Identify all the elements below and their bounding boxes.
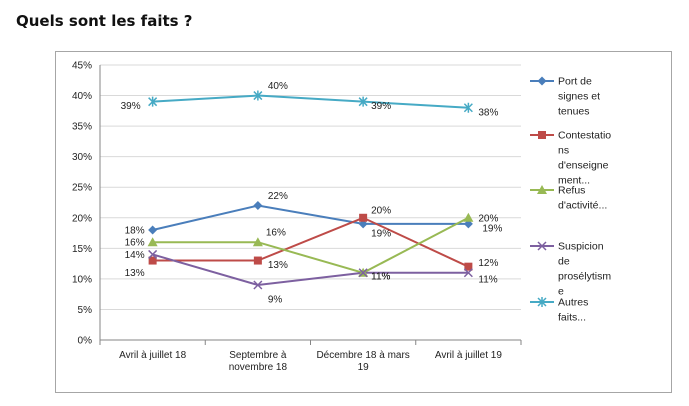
data-point <box>148 96 158 107</box>
y-tick-label: 35% <box>72 122 92 133</box>
y-tick-label: 10% <box>72 274 92 285</box>
series-line <box>152 204 469 231</box>
data-label: 13% <box>268 260 288 271</box>
legend-label: d'activité... <box>558 200 607 212</box>
data-point <box>463 212 474 222</box>
legend-label: e <box>558 286 564 298</box>
y-tick-label: 0% <box>78 336 93 347</box>
legend-label: ns <box>558 145 569 157</box>
legend-label: de <box>558 256 570 268</box>
legend-label: Refus <box>558 185 585 197</box>
data-label: 38% <box>478 107 498 118</box>
page-title: Quels sont les faits ? <box>16 12 193 30</box>
legend-label: d'enseigne <box>558 160 609 172</box>
data-label: 39% <box>121 101 141 112</box>
data-point <box>463 102 473 113</box>
y-tick-label: 45% <box>72 61 92 72</box>
legend-label: prosélytism <box>558 271 611 283</box>
y-tick-label: 25% <box>72 183 92 194</box>
legend-marker <box>538 131 546 139</box>
data-label: 11% <box>371 271 390 282</box>
data-label: 18% <box>125 226 145 237</box>
x-tick-label: Avril à juillet 18 <box>119 350 187 361</box>
data-label: 11% <box>478 274 497 285</box>
series-line <box>152 94 469 109</box>
data-label: 16% <box>266 228 286 239</box>
legend-marker <box>537 185 547 194</box>
data-point <box>359 213 368 222</box>
data-point <box>148 256 157 265</box>
legend-label: Contestatio <box>558 130 611 142</box>
legend-label: ment... <box>558 175 590 187</box>
y-tick-label: 5% <box>78 305 93 316</box>
data-label: 19% <box>371 228 391 239</box>
data-point <box>252 237 263 247</box>
data-label: 19% <box>482 223 502 234</box>
x-tick-label: Avril à juillet 19 <box>435 350 503 361</box>
x-tick-label: Décembre 18 à mars <box>316 350 409 361</box>
data-point <box>253 280 263 290</box>
data-point <box>148 249 158 259</box>
data-label: 20% <box>478 213 498 224</box>
legend-marker <box>537 241 547 251</box>
legend-label: Suspicion <box>558 241 604 253</box>
data-point <box>464 262 473 271</box>
data-label: 16% <box>125 238 145 249</box>
legend-label: signes et <box>558 91 600 103</box>
x-tick-label: novembre 18 <box>229 362 288 373</box>
data-label: 12% <box>478 258 498 269</box>
data-label: 40% <box>268 81 288 92</box>
legend-marker <box>537 297 547 307</box>
y-tick-label: 30% <box>72 152 92 163</box>
x-tick-label: Septembre à <box>229 350 287 361</box>
legend-label: Port de <box>558 76 592 88</box>
data-label: 14% <box>125 250 145 261</box>
data-label: 39% <box>371 101 391 112</box>
legend-label: Autres <box>558 297 588 309</box>
y-tick-label: 20% <box>72 213 92 224</box>
data-label: 9% <box>268 295 283 306</box>
data-point <box>358 96 368 107</box>
series-line <box>152 216 469 274</box>
series-line <box>152 216 469 268</box>
legend-label: faits... <box>558 312 586 324</box>
data-point <box>463 268 473 278</box>
data-point <box>253 201 263 211</box>
data-label: 20% <box>371 205 391 216</box>
y-tick-label: 40% <box>72 91 92 102</box>
data-label: 22% <box>268 191 288 202</box>
data-point <box>253 90 263 101</box>
data-label: 13% <box>125 268 145 279</box>
data-label: 11% <box>371 271 390 282</box>
series-line <box>152 253 469 287</box>
data-point <box>253 256 262 265</box>
legend-label: tenues <box>558 106 590 118</box>
x-tick-label: 19 <box>358 362 370 373</box>
legend-marker <box>537 76 547 86</box>
data-point <box>148 225 158 235</box>
y-tick-label: 15% <box>72 244 92 255</box>
data-point <box>147 237 158 247</box>
data-point <box>358 268 368 278</box>
